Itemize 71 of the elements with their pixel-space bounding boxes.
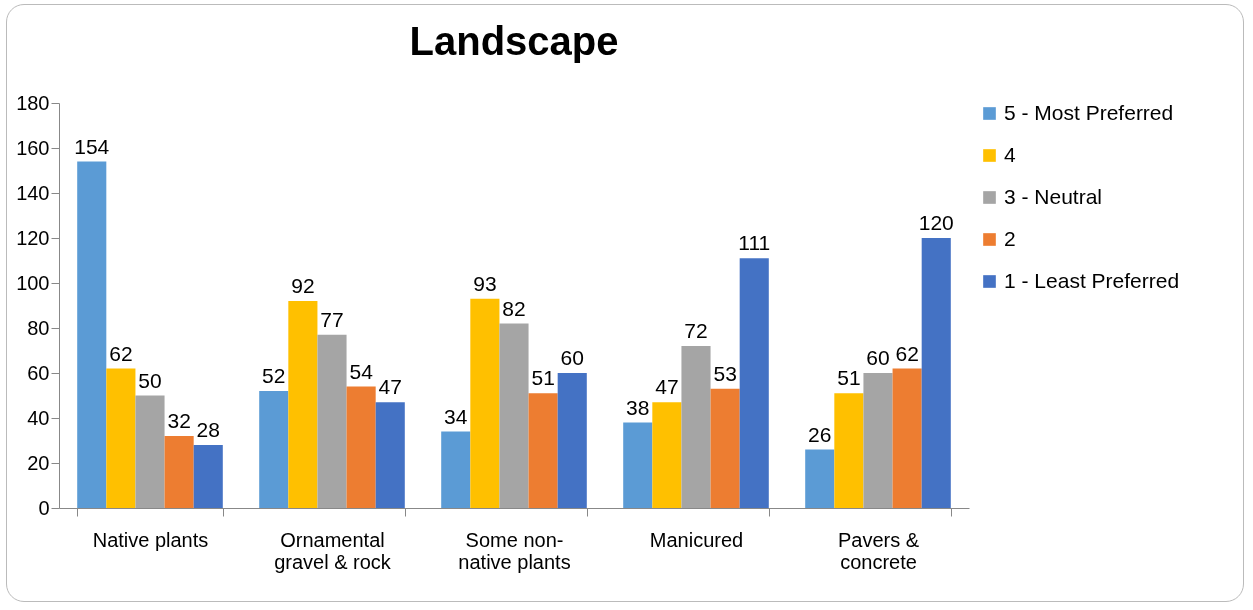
data-label: 26 xyxy=(808,422,832,446)
data-label: 51 xyxy=(531,366,555,390)
bar xyxy=(288,301,318,508)
data-label: 77 xyxy=(320,307,344,331)
data-label: 50 xyxy=(138,368,162,392)
data-label: 38 xyxy=(626,395,650,419)
data-label: 111 xyxy=(738,231,771,255)
y-tick-label: 140 xyxy=(16,181,50,204)
bar xyxy=(739,258,769,508)
bar xyxy=(470,298,500,508)
data-label: 62 xyxy=(109,341,133,365)
bar xyxy=(623,422,653,508)
y-tick-label: 0 xyxy=(38,496,50,519)
y-tick-label: 160 xyxy=(16,136,50,159)
data-label: 32 xyxy=(167,409,191,432)
bar xyxy=(441,431,471,508)
data-label: 92 xyxy=(291,274,315,297)
data-label: 51 xyxy=(837,366,861,390)
bar xyxy=(106,368,136,508)
data-label: 82 xyxy=(502,296,526,320)
x-tick-label: Pavers & concrete xyxy=(837,528,920,573)
data-label: 34 xyxy=(444,404,468,428)
legend-label: 4 xyxy=(1004,142,1016,166)
x-tick-label: Some non-native plants xyxy=(458,528,571,573)
bar xyxy=(375,402,405,508)
x-tick-label: Ornamental gravel & rock xyxy=(274,528,392,573)
bar xyxy=(805,449,835,508)
data-label: 53 xyxy=(713,361,737,385)
legend-label: 5 - Most Preferred xyxy=(1004,100,1174,124)
y-tick-label: 60 xyxy=(27,361,50,384)
data-label: 154 xyxy=(74,134,110,158)
x-tick-label: Manicured xyxy=(649,528,744,551)
bar xyxy=(557,373,587,508)
y-tick-label: 120 xyxy=(16,226,50,249)
legend-label: 3 - Neutral xyxy=(1004,184,1103,208)
y-tick-label: 20 xyxy=(27,451,50,474)
legend-label: 2 xyxy=(1004,226,1016,250)
data-label: 28 xyxy=(196,418,220,441)
bar xyxy=(259,391,289,508)
bar xyxy=(892,368,922,508)
bar xyxy=(652,402,682,508)
data-label: 60 xyxy=(560,346,584,369)
bar xyxy=(346,386,376,508)
data-label: 120 xyxy=(918,211,954,234)
data-label: 93 xyxy=(473,271,497,295)
data-label: 54 xyxy=(349,359,374,383)
chart-title: Landscape xyxy=(409,19,619,63)
y-tick-label: 80 xyxy=(27,316,50,339)
bar xyxy=(528,393,558,508)
y-tick-label: 40 xyxy=(27,406,50,429)
bar xyxy=(193,445,223,508)
legend-label: 1 - Least Preferred xyxy=(1004,268,1180,292)
data-label: 60 xyxy=(866,346,890,369)
data-label: 52 xyxy=(262,364,286,387)
data-label: 72 xyxy=(684,319,708,342)
x-tick-label: Native plants xyxy=(92,528,209,551)
data-label: 47 xyxy=(378,375,402,399)
bar xyxy=(77,161,107,508)
bar xyxy=(681,346,711,508)
bar xyxy=(863,373,893,508)
bar xyxy=(710,388,740,508)
bar xyxy=(135,395,165,508)
bar xyxy=(499,323,529,508)
data-label: 62 xyxy=(895,341,919,365)
bar xyxy=(317,334,347,508)
y-tick-label: 100 xyxy=(16,271,50,294)
bar xyxy=(921,238,951,508)
bar xyxy=(834,393,864,508)
y-tick-label: 180 xyxy=(16,91,50,114)
data-label: 47 xyxy=(655,375,679,399)
bar xyxy=(164,436,194,508)
